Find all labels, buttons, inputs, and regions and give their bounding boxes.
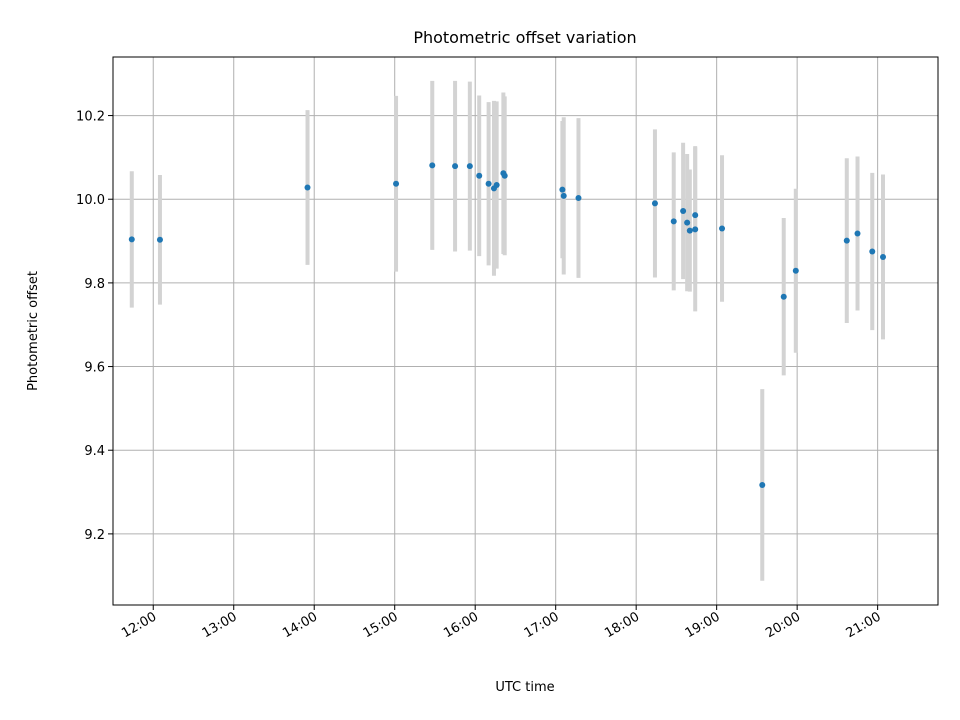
data-point <box>692 212 699 219</box>
data-point <box>759 481 766 488</box>
x-tick-label: 20:00 <box>763 609 803 641</box>
x-tick-label: 17:00 <box>522 609 562 641</box>
data-point <box>485 180 492 187</box>
x-tick-label: 15:00 <box>361 609 401 641</box>
data-point <box>501 172 508 179</box>
x-tick-label: 16:00 <box>441 609 481 641</box>
error-bars <box>129 80 885 581</box>
chart-title: Photometric offset variation <box>413 28 636 47</box>
data-point <box>680 207 687 214</box>
y-axis-label: Photometric offset <box>26 271 41 391</box>
y-tick-label: 9.6 <box>84 361 105 376</box>
data-point <box>780 293 787 300</box>
data-point <box>128 236 135 243</box>
y-tick-label: 9.4 <box>84 444 105 459</box>
y-tick-label: 9.8 <box>84 277 105 292</box>
data-point <box>684 219 691 226</box>
data-point <box>466 163 473 170</box>
x-tick-label: 18:00 <box>602 609 642 641</box>
data-points <box>128 162 886 488</box>
data-point <box>719 225 726 232</box>
y-tick-label: 10.0 <box>76 193 105 208</box>
data-point <box>156 236 163 243</box>
data-point <box>792 267 799 274</box>
y-tick-label: 10.2 <box>76 110 105 125</box>
data-point <box>651 200 658 207</box>
data-point <box>493 182 500 189</box>
y-tick-label: 9.2 <box>84 528 105 543</box>
x-axis-label: UTC time <box>495 680 554 695</box>
data-point <box>854 230 861 237</box>
data-point <box>575 194 582 201</box>
grid-lines <box>113 57 938 605</box>
data-point <box>429 162 436 169</box>
data-point <box>880 253 886 260</box>
data-point <box>393 180 400 187</box>
data-point <box>692 226 699 233</box>
x-tick-label: 14:00 <box>280 609 320 641</box>
data-point <box>670 218 677 225</box>
data-point <box>686 227 693 234</box>
x-tick-label: 12:00 <box>119 609 159 641</box>
x-tick-label: 19:00 <box>683 609 723 641</box>
x-tick-label: 13:00 <box>200 609 240 641</box>
plot-frame <box>112 56 939 606</box>
data-point <box>560 192 567 199</box>
data-point <box>843 237 850 244</box>
data-point <box>476 172 483 179</box>
data-point <box>559 186 566 193</box>
data-point <box>452 163 459 170</box>
x-tick-label: 21:00 <box>844 609 884 641</box>
data-point <box>869 248 876 255</box>
data-point <box>304 184 311 191</box>
